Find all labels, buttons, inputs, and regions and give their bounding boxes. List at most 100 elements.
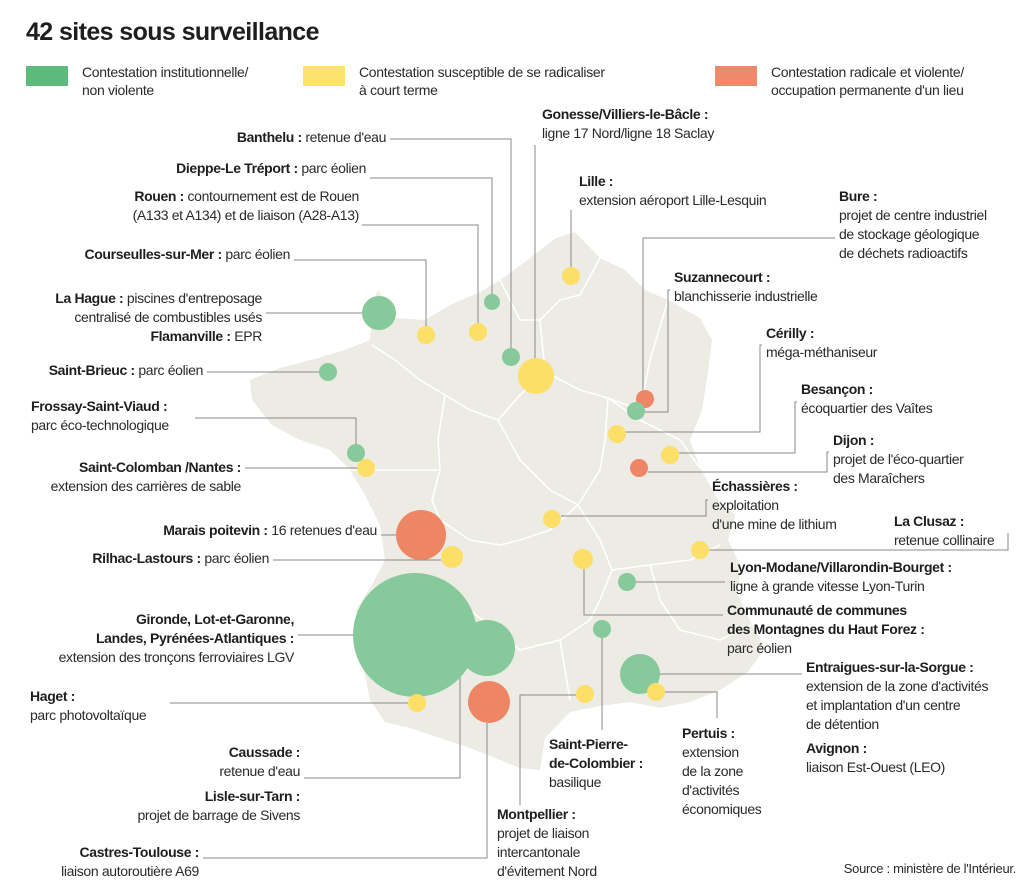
site-marker-yellow[interactable]: [562, 267, 580, 285]
site-label: Besançon : écoquartier des Vaîtes: [801, 380, 933, 418]
site-label: Bure : projet de centre industriel de stoc…: [839, 187, 987, 263]
site-marker-green[interactable]: [362, 296, 396, 330]
site-marker-red[interactable]: [630, 459, 648, 477]
site-description: projet de barrage de Sivens: [137, 807, 300, 823]
site-description: et implantation d'un centre: [806, 697, 961, 713]
site-label: Saint-Pierre-de-Colombier : basilique: [549, 735, 643, 792]
site-marker-green[interactable]: [484, 294, 500, 310]
site-description: parc éolien: [301, 160, 366, 176]
site-marker-yellow[interactable]: [441, 546, 463, 568]
site-marker-green[interactable]: [620, 654, 660, 694]
site-description: extension: [682, 744, 739, 760]
leader-line: [642, 237, 835, 390]
site-name: Lisle-sur-Tarn :: [204, 788, 301, 804]
site-name: Avignon :: [806, 740, 867, 756]
legend-swatch-yellow: [303, 66, 345, 86]
site-name: La Clusaz :: [894, 513, 965, 529]
site-description: écoquartier des Vaîtes: [801, 400, 933, 416]
site-label: Dijon : projet de l'éco-quartier des Maraî…: [833, 431, 964, 488]
leader-line: [626, 344, 762, 433]
site-description: des Maraîchers: [833, 470, 925, 486]
site-description: extension de la zone d'activités: [806, 678, 989, 694]
site-marker-yellow[interactable]: [518, 358, 554, 394]
site-name: Lille :: [579, 173, 614, 189]
site-description: ligne 17 Nord/ligne 18 Saclay: [542, 125, 714, 141]
site-name: Gonesse/Villiers-le-Bâcle :: [542, 106, 709, 122]
site-marker-green[interactable]: [347, 444, 365, 462]
site-label: Marais poitevin : 16 retenues d'eau: [163, 521, 377, 540]
site-marker-green[interactable]: [459, 620, 515, 676]
site-description: ligne à grande vitesse Lyon-Turin: [730, 578, 925, 594]
site-marker-green[interactable]: [618, 573, 636, 591]
leader-line: [679, 401, 797, 454]
site-description: d'évitement Nord: [497, 863, 597, 879]
leader-line: [195, 417, 357, 444]
legend-label: non violente: [82, 82, 154, 98]
site-marker-yellow[interactable]: [661, 446, 679, 464]
site-marker-yellow[interactable]: [573, 549, 593, 569]
site-label: Courseulles-sur-Mer : parc éolien: [84, 245, 290, 264]
site-name: Suzannecourt :: [674, 269, 771, 285]
site-description: intercantonale: [497, 844, 581, 860]
site-name: Gironde, Lot-et-Garonne,: [135, 611, 294, 627]
site-name: Besançon :: [801, 381, 873, 397]
legend-swatch-red: [715, 66, 757, 86]
site-marker-green[interactable]: [319, 363, 337, 381]
site-label: Lyon-Modane/Villarondin-Bourget : ligne à…: [730, 558, 952, 596]
site-marker-green[interactable]: [593, 620, 611, 638]
site-marker-yellow[interactable]: [608, 425, 626, 443]
site-marker-green[interactable]: [502, 348, 520, 366]
site-description: de déchets radioactifs: [839, 245, 968, 261]
site-marker-yellow[interactable]: [469, 323, 487, 341]
site-label: Castres-Toulouse : liaison autoroutière A…: [61, 843, 199, 881]
site-marker-green[interactable]: [353, 573, 477, 697]
site-name: Courseulles-sur-Mer :: [84, 246, 222, 262]
site-description: EPR: [234, 328, 262, 344]
legend-item-green: Contestation institutionnelle/non violen…: [26, 63, 248, 99]
site-marker-red[interactable]: [396, 510, 446, 560]
site-description: projet de centre industriel: [839, 207, 987, 223]
site-name: Montpellier :: [497, 806, 576, 822]
site-name: Landes, Pyrénées-Atlantiques :: [95, 630, 294, 646]
site-description: de la zone: [682, 763, 744, 779]
site-name: Saint-Colomban /Nantes :: [79, 459, 241, 475]
site-description: 16 retenues d'eau: [271, 522, 377, 538]
site-description: d'une mine de lithium: [712, 516, 837, 532]
legend-label: Contestation radicale et violente/: [771, 64, 964, 80]
site-label: Saint-Brieuc : parc éolien: [49, 361, 204, 380]
site-name: Échassières :: [712, 478, 798, 494]
leader-line: [519, 694, 576, 805]
source-note: Source : ministère de l'Intérieur.: [843, 861, 1017, 876]
site-marker-yellow[interactable]: [357, 459, 375, 477]
site-marker-green[interactable]: [627, 402, 645, 420]
legend-label: occupation permanente d'un lieu: [771, 82, 964, 98]
site-label: Rilhac-Lastours : parc éolien: [92, 549, 269, 568]
site-label: Pertuis : extension de la zone d'activités é…: [682, 724, 762, 819]
site-marker-yellow[interactable]: [647, 683, 665, 701]
site-label: Communauté de communes des Montagnes du H…: [727, 601, 925, 658]
site-description: de détention: [806, 716, 879, 732]
site-marker-yellow[interactable]: [408, 694, 426, 712]
site-marker-yellow[interactable]: [543, 510, 561, 528]
legend-label: Contestation susceptible de se radicalis…: [359, 64, 605, 80]
leader-line: [370, 177, 493, 294]
site-label: La Clusaz : retenue collinaire: [894, 512, 995, 550]
site-name: Flamanville :: [150, 328, 231, 344]
site-description: parc éolien: [138, 362, 203, 378]
legend-swatch-green: [26, 66, 68, 86]
site-description: d'activités: [682, 782, 740, 798]
site-marker-red[interactable]: [468, 681, 510, 723]
site-label: La Hague : piscines d'entreposage central…: [55, 289, 262, 327]
site-marker-yellow[interactable]: [691, 541, 709, 559]
site-name: Communauté de communes: [727, 602, 907, 618]
site-description: parc photovoltaïque: [30, 707, 147, 723]
site-description: parc éco-technologique: [31, 417, 169, 433]
site-marker-yellow[interactable]: [417, 326, 435, 344]
site-label: Gironde, Lot-et-Garonne, Landes, Pyrénées…: [59, 610, 295, 667]
site-label: Rouen : contournement est de Rouen (A133 …: [133, 187, 360, 225]
site-label: Gonesse/Villiers-le-Bâcle : ligne 17 Nord…: [542, 105, 714, 143]
legend-label: à court terme: [359, 82, 438, 98]
site-marker-yellow[interactable]: [576, 685, 594, 703]
leader-line: [390, 138, 512, 348]
leader-line: [294, 259, 427, 326]
